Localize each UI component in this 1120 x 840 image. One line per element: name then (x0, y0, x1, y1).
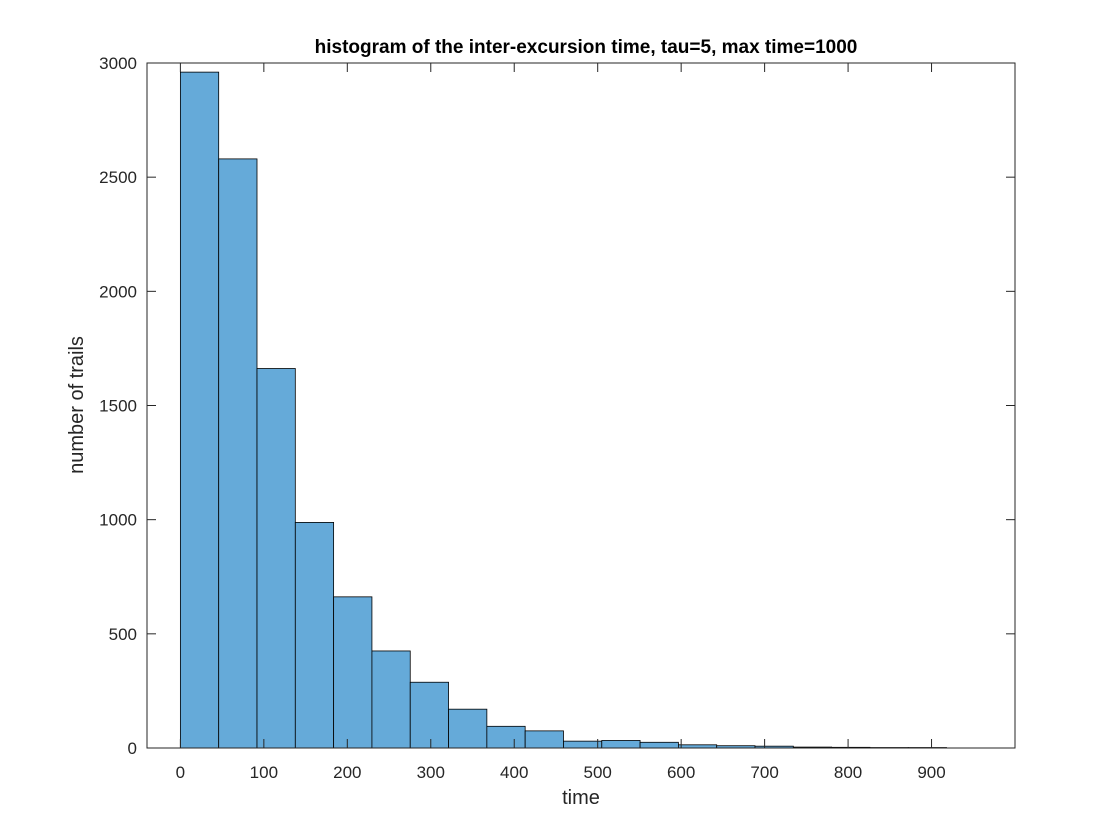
histogram-bar (563, 740, 603, 749)
x-tick-label: 0 (176, 763, 185, 782)
histogram-bar (333, 596, 373, 749)
histogram-bar (601, 740, 641, 749)
x-tick-label: 700 (750, 763, 778, 782)
histogram-bar (486, 725, 526, 749)
x-ticks-group: 0 100 200 300 400 500 600 700 800 900 (176, 63, 946, 782)
x-tick-label: 400 (500, 763, 528, 782)
histogram-bar (218, 158, 258, 749)
x-tick-label: 600 (667, 763, 695, 782)
x-tick-label: 300 (417, 763, 445, 782)
y-tick-label: 1000 (99, 511, 137, 530)
y-tick-label: 3000 (99, 54, 137, 73)
x-tick-label: 800 (834, 763, 862, 782)
y-tick-label: 0 (128, 739, 137, 758)
y-tick-label: 1500 (99, 397, 137, 416)
y-axis-label: number of trails (66, 336, 88, 474)
y-tick-label: 500 (109, 625, 137, 644)
histogram-bar (639, 741, 679, 749)
bars-group (179, 71, 947, 749)
histogram-bar (409, 681, 449, 749)
x-tick-label: 500 (584, 763, 612, 782)
x-tick-label: 200 (333, 763, 361, 782)
y-ticks-group: 0 500 1000 1500 2000 2500 3000 (99, 54, 1015, 758)
x-axis-label: time (562, 787, 600, 809)
histogram-bar (448, 708, 488, 749)
histogram-bar (371, 650, 411, 749)
x-tick-label: 900 (917, 763, 945, 782)
plot-area-frame (146, 62, 1016, 749)
chart-title: histogram of the inter-excursion time, t… (315, 37, 858, 58)
histogram-bar (179, 71, 220, 749)
y-tick-label: 2500 (99, 168, 137, 187)
y-tick-label: 2000 (99, 282, 137, 301)
histogram-bar (294, 522, 335, 749)
histogram-bar (256, 368, 296, 749)
histogram-bar (524, 730, 564, 749)
x-tick-label: 100 (250, 763, 278, 782)
